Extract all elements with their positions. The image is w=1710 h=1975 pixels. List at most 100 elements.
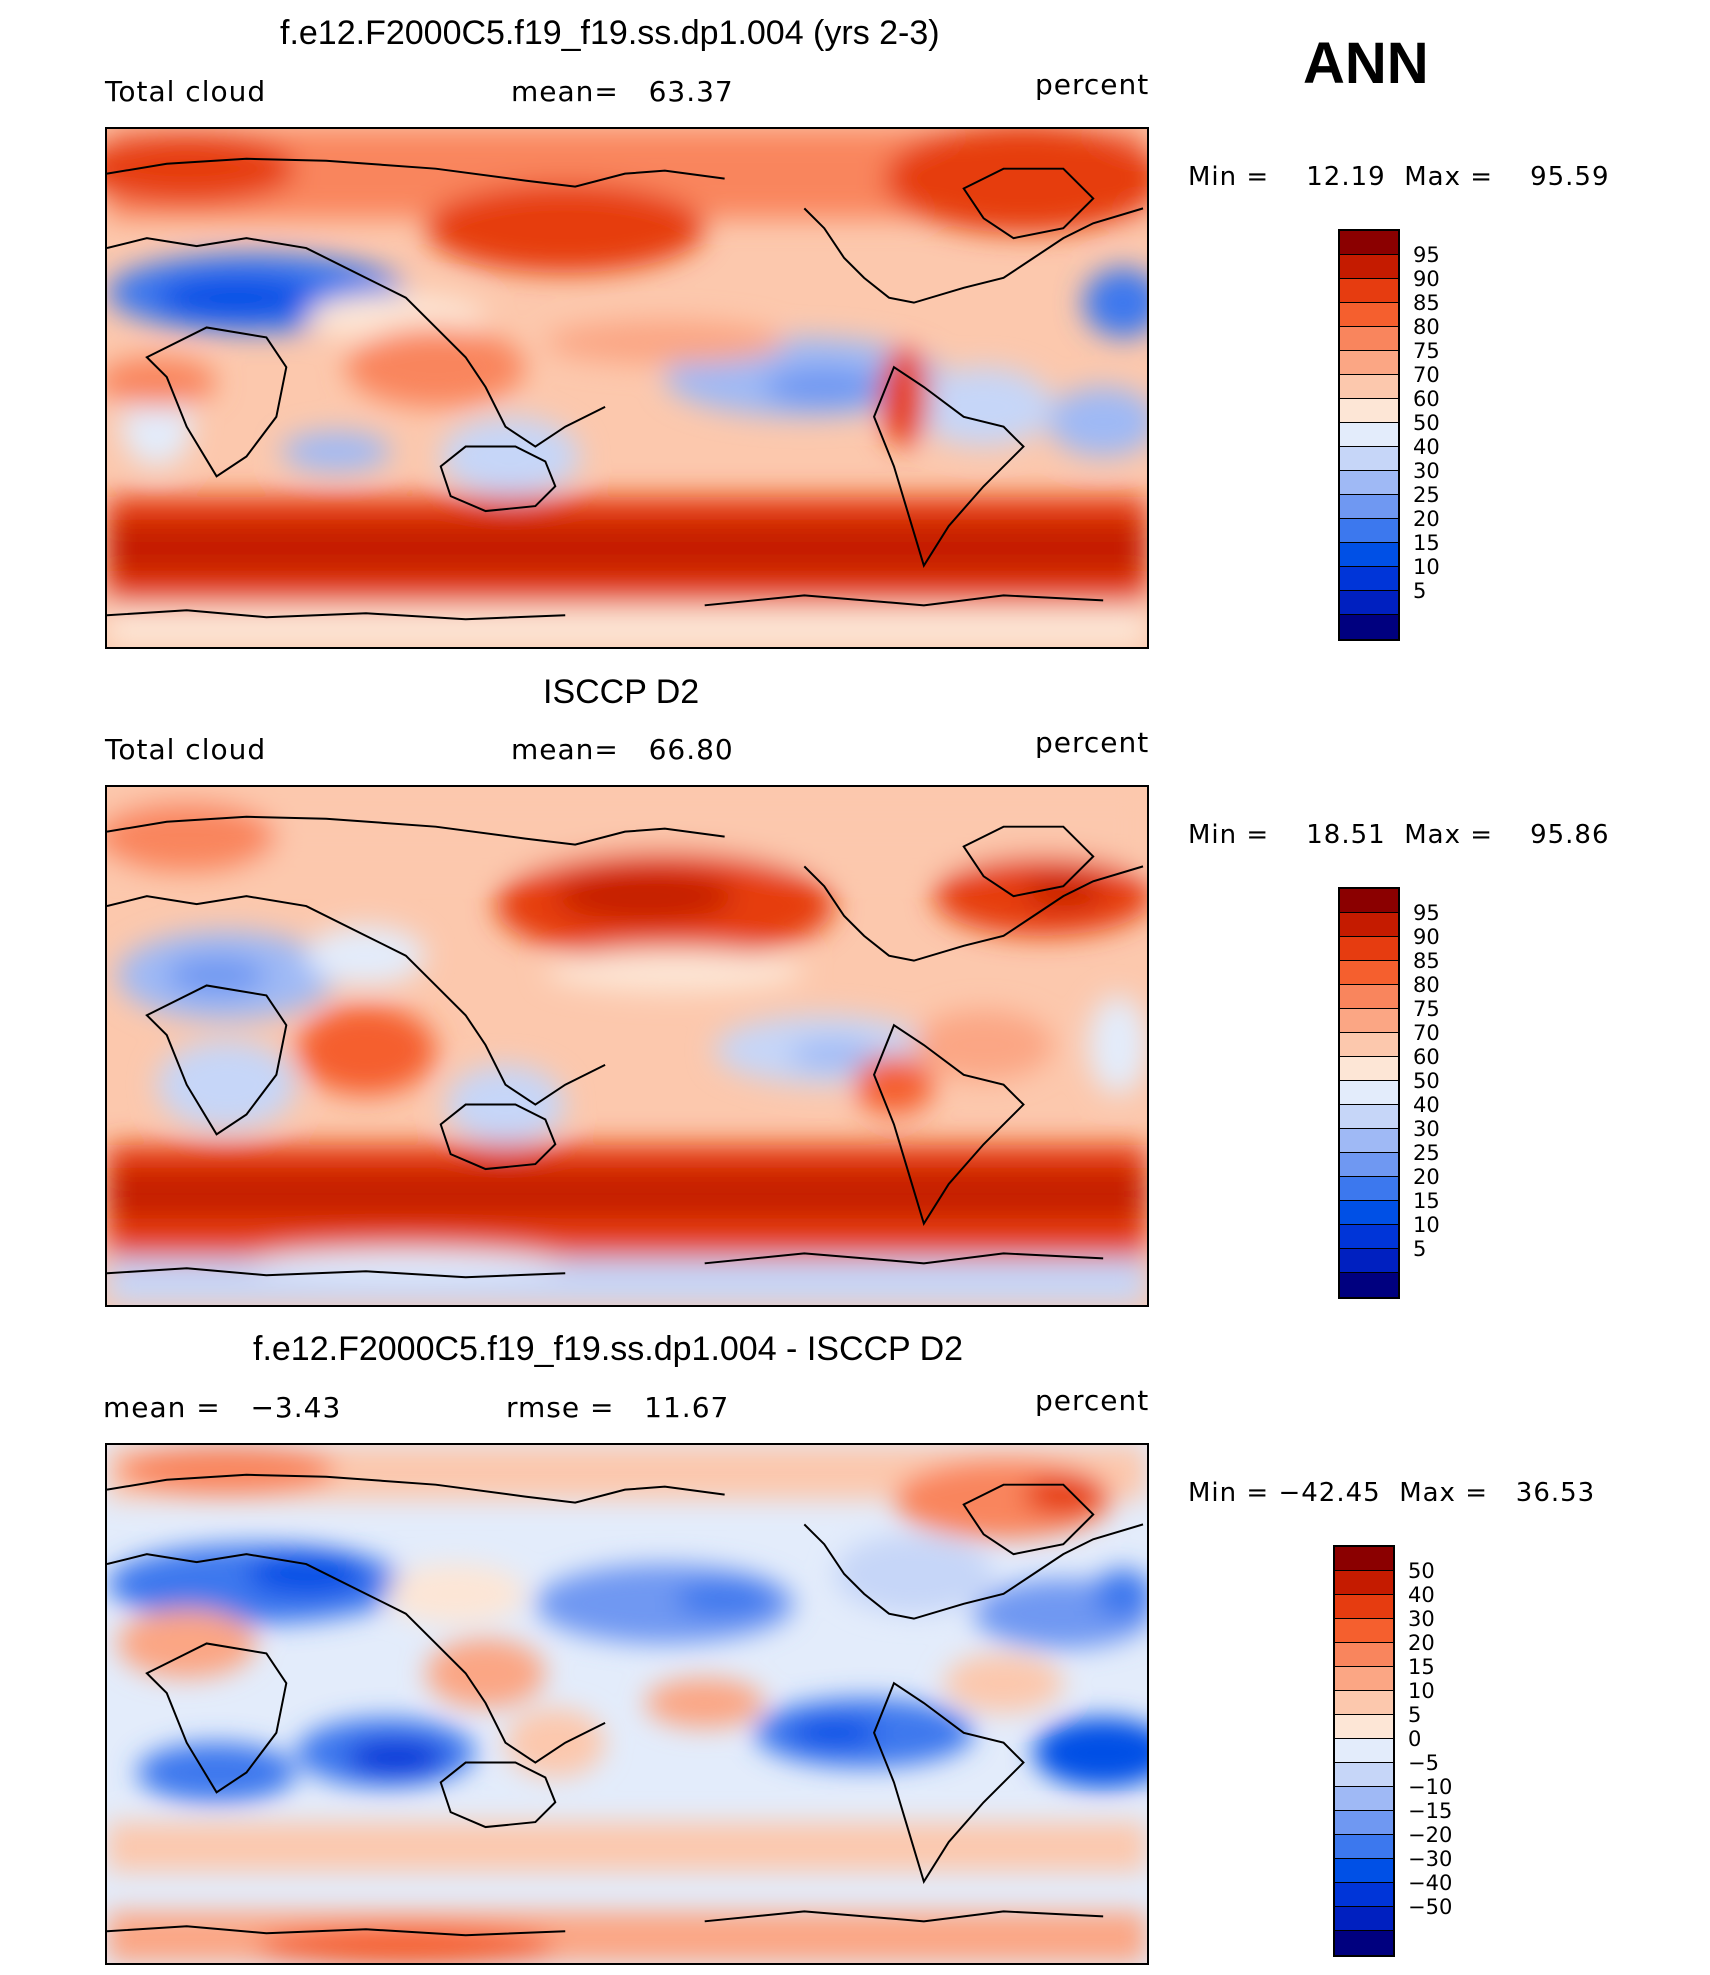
panel-2-field-label: Total cloud bbox=[105, 733, 267, 766]
colorbar-swatch bbox=[1340, 255, 1398, 279]
colorbar-tick-label: 60 bbox=[1413, 387, 1440, 411]
colorbar-tick-label: 95 bbox=[1413, 901, 1440, 925]
colorbar-swatch bbox=[1340, 1153, 1398, 1177]
panel-1-map bbox=[105, 127, 1149, 649]
panel-3-mean-label: mean = −3.43 bbox=[103, 1391, 342, 1424]
colorbar-swatch bbox=[1335, 1859, 1393, 1883]
colorbar-tick-label: 90 bbox=[1413, 267, 1440, 291]
colorbar-swatch bbox=[1340, 1033, 1398, 1057]
panel-3-colorbar bbox=[1333, 1545, 1395, 1957]
panel-2-minmax: Min = 18.51 Max = 95.86 bbox=[1188, 820, 1610, 850]
colorbar-tick-label: 25 bbox=[1413, 1141, 1440, 1165]
panel-3-contour-field bbox=[107, 1445, 1147, 1963]
colorbar-tick-label: 70 bbox=[1413, 363, 1440, 387]
panel-1-mean-label: mean= 63.37 bbox=[511, 75, 734, 108]
colorbar-tick-label: −20 bbox=[1408, 1823, 1453, 1847]
colorbar-swatch bbox=[1340, 1105, 1398, 1129]
colorbar-swatch bbox=[1335, 1595, 1393, 1619]
coastlines bbox=[107, 1473, 1144, 1937]
colorbar-tick-label: 95 bbox=[1413, 243, 1440, 267]
colorbar-tick-label: 80 bbox=[1413, 973, 1440, 997]
colorbar-tick-label: 15 bbox=[1413, 531, 1440, 555]
colorbar-swatch bbox=[1340, 1249, 1398, 1273]
colorbar-swatch bbox=[1335, 1931, 1393, 1955]
colorbar-swatch bbox=[1335, 1763, 1393, 1787]
colorbar-tick-label: 70 bbox=[1413, 1021, 1440, 1045]
colorbar-swatch bbox=[1340, 913, 1398, 937]
panel-2-colorbar bbox=[1338, 887, 1400, 1299]
colorbar-swatch bbox=[1340, 1225, 1398, 1249]
panel-1-contour-field bbox=[107, 129, 1147, 647]
colorbar-swatch bbox=[1340, 1177, 1398, 1201]
colorbar-swatch bbox=[1340, 937, 1398, 961]
colorbar-tick-label: 20 bbox=[1408, 1631, 1435, 1655]
colorbar-swatch bbox=[1340, 519, 1398, 543]
colorbar-tick-label: 15 bbox=[1413, 1189, 1440, 1213]
colorbar-tick-label: −10 bbox=[1408, 1775, 1453, 1799]
panel-1-units-label: percent bbox=[1035, 68, 1150, 101]
colorbar-swatch bbox=[1335, 1739, 1393, 1763]
colorbar-swatch bbox=[1335, 1835, 1393, 1859]
panel-1-minmax: Min = 12.19 Max = 95.59 bbox=[1188, 162, 1610, 192]
panel-1-title: f.e12.F2000C5.f19_f19.ss.dp1.004 (yrs 2-… bbox=[280, 14, 940, 52]
colorbar-tick-label: 30 bbox=[1413, 1117, 1440, 1141]
colorbar-swatch bbox=[1340, 471, 1398, 495]
colorbar-tick-label: −15 bbox=[1408, 1799, 1453, 1823]
panel-3-minmax: Min = −42.45 Max = 36.53 bbox=[1188, 1478, 1596, 1508]
colorbar-swatch bbox=[1335, 1643, 1393, 1667]
colorbar-swatch bbox=[1340, 231, 1398, 255]
season-label: ANN bbox=[1303, 31, 1429, 96]
colorbar-swatch bbox=[1335, 1619, 1393, 1643]
colorbar-swatch bbox=[1335, 1811, 1393, 1835]
colorbar-tick-label: 30 bbox=[1408, 1607, 1435, 1631]
colorbar-tick-label: 0 bbox=[1408, 1727, 1422, 1751]
colorbar-swatch bbox=[1335, 1667, 1393, 1691]
colorbar-swatch bbox=[1340, 1129, 1398, 1153]
colorbar-tick-label: 40 bbox=[1408, 1583, 1435, 1607]
panel-2-title: ISCCP D2 bbox=[543, 673, 700, 711]
panel-2-units-label: percent bbox=[1035, 726, 1150, 759]
colorbar-tick-label: 40 bbox=[1413, 435, 1440, 459]
colorbar-swatch bbox=[1340, 1081, 1398, 1105]
panel-3-title: f.e12.F2000C5.f19_f19.ss.dp1.004 - ISCCP… bbox=[253, 1330, 964, 1368]
colorbar-tick-label: 85 bbox=[1413, 291, 1440, 315]
colorbar-tick-label: 90 bbox=[1413, 925, 1440, 949]
panel-1-colorbar bbox=[1338, 229, 1400, 641]
colorbar-tick-label: 60 bbox=[1413, 1045, 1440, 1069]
panel-3-units-label: percent bbox=[1035, 1384, 1150, 1417]
colorbar-tick-label: 10 bbox=[1413, 1213, 1440, 1237]
colorbar-swatch bbox=[1340, 985, 1398, 1009]
colorbar-swatch bbox=[1340, 375, 1398, 399]
colorbar-tick-label: 20 bbox=[1413, 1165, 1440, 1189]
colorbar-tick-label: 50 bbox=[1408, 1559, 1435, 1583]
colorbar-swatch bbox=[1335, 1883, 1393, 1907]
colorbar-tick-label: 25 bbox=[1413, 483, 1440, 507]
colorbar-swatch bbox=[1340, 303, 1398, 327]
colorbar-swatch bbox=[1335, 1907, 1393, 1931]
colorbar-tick-label: 10 bbox=[1413, 555, 1440, 579]
colorbar-swatch bbox=[1340, 1009, 1398, 1033]
colorbar-swatch bbox=[1340, 567, 1398, 591]
colorbar-swatch bbox=[1335, 1715, 1393, 1739]
colorbar-tick-label: −5 bbox=[1408, 1751, 1439, 1775]
colorbar-swatch bbox=[1340, 423, 1398, 447]
colorbar-tick-label: 5 bbox=[1413, 579, 1427, 603]
colorbar-tick-label: 30 bbox=[1413, 459, 1440, 483]
colorbar-tick-label: −50 bbox=[1408, 1895, 1453, 1919]
colorbar-swatch bbox=[1335, 1571, 1393, 1595]
colorbar-tick-label: 5 bbox=[1413, 1237, 1427, 1261]
colorbar-tick-label: 75 bbox=[1413, 997, 1440, 1021]
panel-2-map bbox=[105, 785, 1149, 1307]
colorbar-tick-label: 50 bbox=[1413, 411, 1440, 435]
colorbar-swatch bbox=[1340, 279, 1398, 303]
colorbar-tick-label: 40 bbox=[1413, 1093, 1440, 1117]
panel-3-map bbox=[105, 1443, 1149, 1965]
colorbar-swatch bbox=[1340, 591, 1398, 615]
panel-1-field-label: Total cloud bbox=[105, 75, 267, 108]
colorbar-swatch bbox=[1340, 399, 1398, 423]
colorbar-tick-label: −30 bbox=[1408, 1847, 1453, 1871]
colorbar-tick-label: 15 bbox=[1408, 1655, 1435, 1679]
panel-3-rmse-label: rmse = 11.67 bbox=[506, 1391, 730, 1424]
colorbar-swatch bbox=[1340, 447, 1398, 471]
colorbar-tick-label: 85 bbox=[1413, 949, 1440, 973]
